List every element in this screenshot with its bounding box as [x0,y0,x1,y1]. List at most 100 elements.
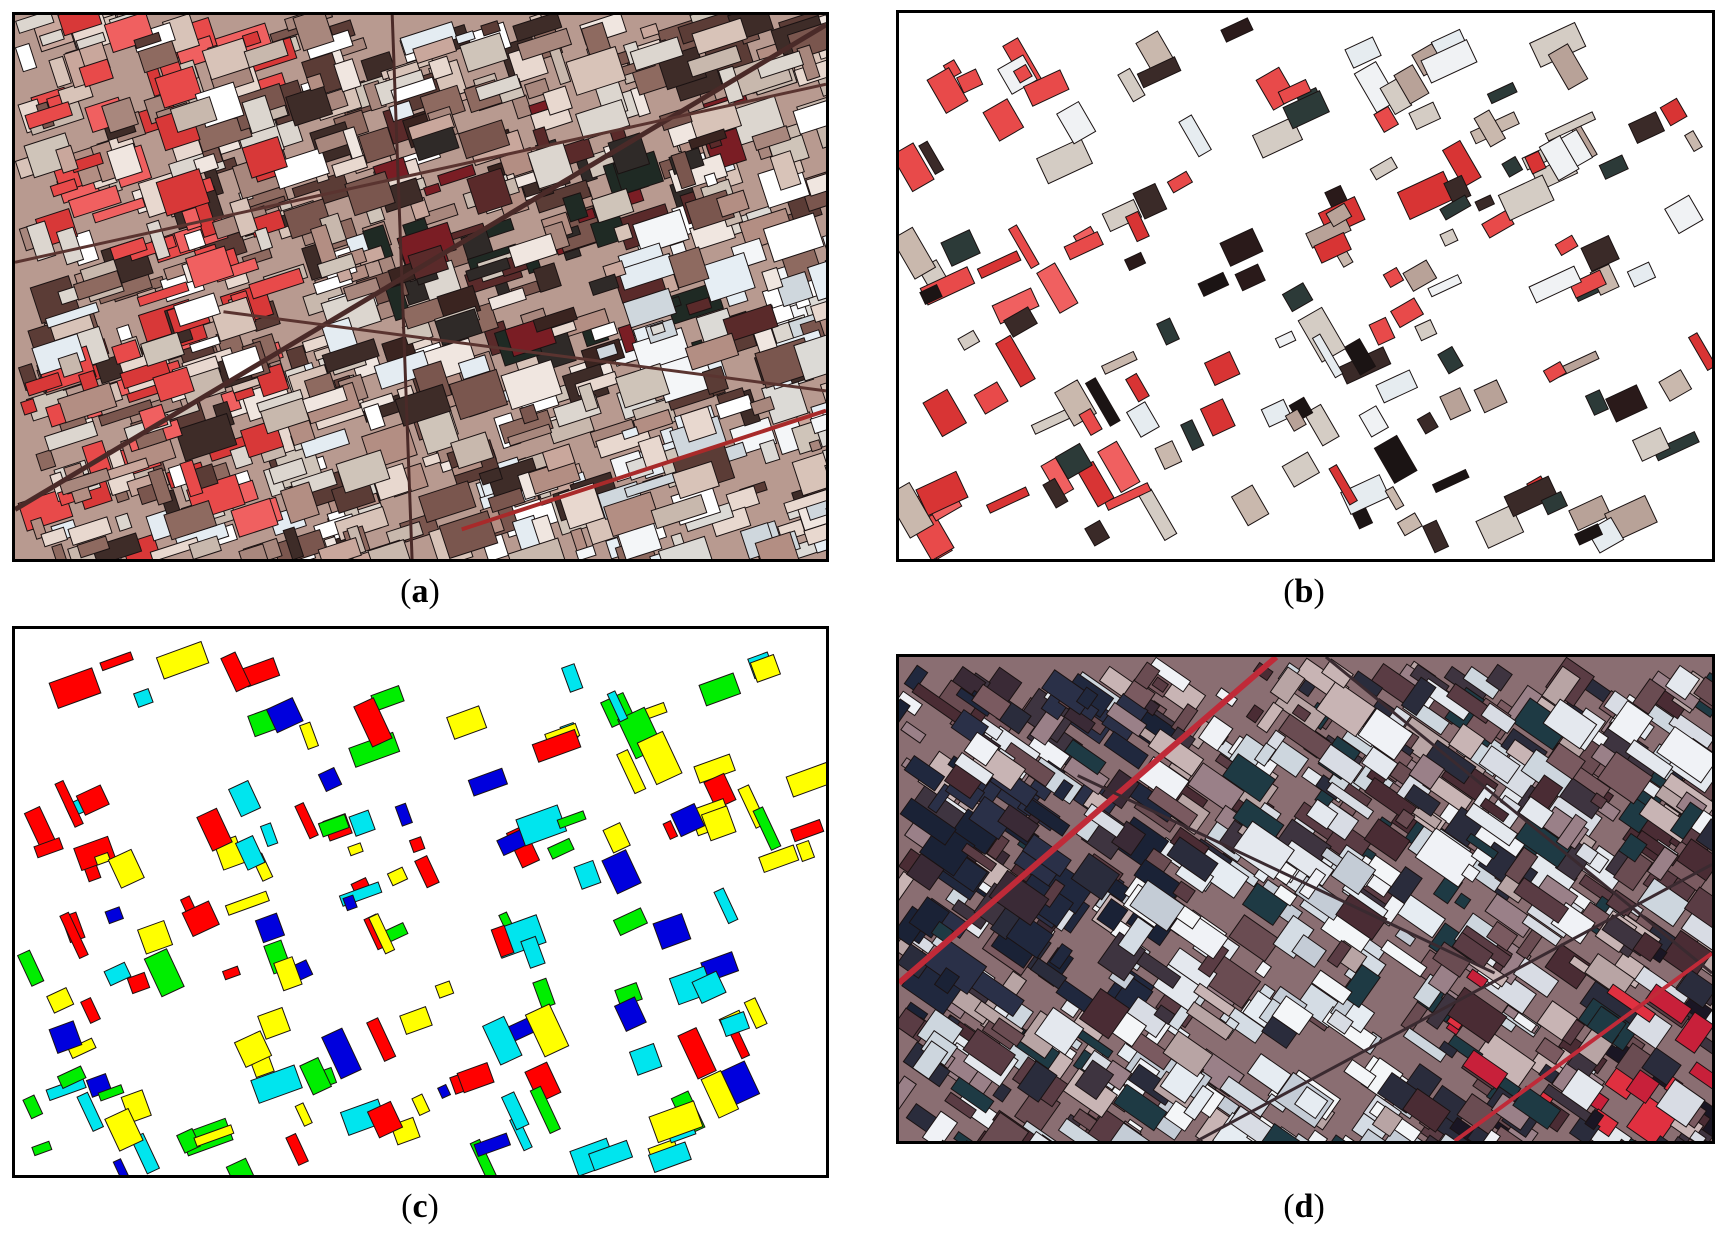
segment [40,526,69,548]
segment [1129,879,1186,932]
segment [304,29,354,60]
segment [1003,306,1038,338]
segment [507,537,566,559]
segment [1394,927,1417,947]
segment [1070,852,1121,901]
segment [33,837,64,859]
segment [963,731,1000,767]
segment [1683,886,1712,929]
segment [1042,477,1069,509]
segment [1554,234,1579,257]
segment [1219,227,1264,267]
segment [411,126,460,162]
caption-c: (c) [401,1188,439,1225]
segment [1656,1135,1669,1141]
segment [976,250,1022,279]
segment [805,173,826,197]
segment [933,967,961,995]
segment [363,402,386,431]
segment [1693,676,1712,707]
segment [487,287,527,311]
segment [1497,174,1555,222]
segment [752,806,782,851]
segment [1375,369,1419,404]
segment [1586,1005,1627,1045]
segment [1048,943,1073,970]
segment [104,1107,144,1152]
segment [1646,846,1679,882]
segment [1151,676,1170,693]
segment [990,1017,1026,1048]
segment [795,839,816,863]
segment [347,842,364,857]
segment [1357,707,1414,761]
segment [331,154,369,179]
segment [1688,1061,1712,1090]
segment [43,420,99,452]
segment [1394,808,1416,830]
segment [899,690,924,717]
segment [1403,783,1441,817]
segment [181,900,220,938]
segment [670,802,706,838]
segment [561,663,584,693]
segment [588,273,620,297]
segment [613,222,634,243]
segment [316,252,357,279]
segment [1431,468,1470,494]
segment [282,526,305,559]
segment [979,1111,1030,1141]
segment [516,27,573,61]
segment [1439,387,1472,421]
segment [225,1157,254,1175]
segment [1343,338,1377,376]
segment [1427,274,1463,298]
segment [590,321,619,342]
segment [1626,1004,1673,1050]
segment [962,1028,1017,1077]
segment [754,531,800,559]
segment [407,113,456,142]
segment [385,520,424,546]
segment [1074,1059,1115,1101]
segment [1326,1008,1354,1035]
segment [394,802,413,827]
panel-c-classified-map [12,626,829,1178]
segment [616,749,647,795]
segment [15,15,55,34]
segment [1282,89,1330,130]
segment [688,128,728,150]
segment [531,728,582,763]
segment [1584,389,1609,416]
segment [399,1006,433,1035]
segment [755,50,805,79]
segment [1103,730,1149,770]
segment [67,184,122,219]
segment [418,480,477,524]
segment [1437,345,1464,375]
segment [233,1030,273,1069]
segment [1454,892,1472,910]
segment [1674,1011,1712,1054]
segment [985,486,1030,514]
segment [1501,155,1524,178]
segment [1598,154,1629,180]
segment [48,1020,83,1054]
segment [671,460,720,500]
segment [1117,916,1155,957]
segment [76,1091,105,1133]
segment [72,270,123,301]
segment [519,403,539,425]
segment [997,804,1040,843]
segment [918,140,945,176]
segment [233,386,256,402]
segment [1273,884,1298,907]
segment [107,848,145,889]
segment [294,802,319,840]
segment [1328,464,1358,506]
segment [1402,259,1438,293]
segment [622,287,678,329]
segment [1524,150,1547,175]
segment [1590,792,1608,810]
segment [520,935,546,969]
